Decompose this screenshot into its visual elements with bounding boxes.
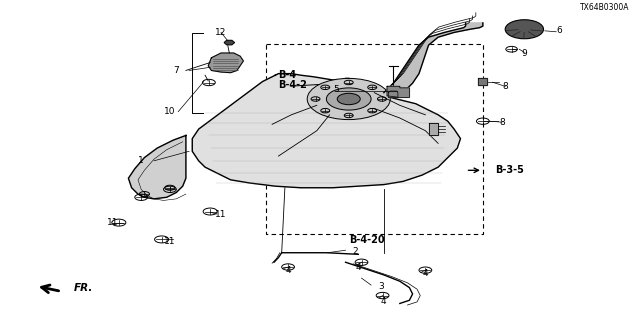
Polygon shape <box>387 86 410 97</box>
Text: 10: 10 <box>164 107 175 116</box>
Text: FR.: FR. <box>74 283 93 292</box>
Text: 1: 1 <box>138 156 144 165</box>
Text: 4: 4 <box>422 269 428 278</box>
Text: 2: 2 <box>352 247 358 256</box>
Text: 4: 4 <box>381 297 387 306</box>
Polygon shape <box>192 74 461 188</box>
Text: 7: 7 <box>173 66 179 75</box>
Polygon shape <box>384 23 483 93</box>
Text: TX64B0300A: TX64B0300A <box>580 3 630 12</box>
Text: 4: 4 <box>285 266 291 275</box>
Text: 8: 8 <box>502 82 508 91</box>
Text: 3: 3 <box>378 282 383 291</box>
Text: B-4: B-4 <box>278 70 296 80</box>
Text: B-4-2: B-4-2 <box>278 80 307 90</box>
Polygon shape <box>388 91 398 97</box>
Polygon shape <box>208 53 243 73</box>
Polygon shape <box>224 40 234 45</box>
Circle shape <box>326 88 371 110</box>
Text: 11: 11 <box>215 210 227 219</box>
Circle shape <box>337 93 360 105</box>
Text: B-4-20: B-4-20 <box>349 235 385 245</box>
Polygon shape <box>429 123 438 135</box>
Text: 11: 11 <box>164 237 175 246</box>
Polygon shape <box>478 78 487 85</box>
Text: 4: 4 <box>355 262 361 271</box>
Text: 5: 5 <box>333 85 339 94</box>
Polygon shape <box>129 135 186 199</box>
Text: 9: 9 <box>522 49 527 58</box>
Circle shape <box>307 78 390 120</box>
Text: 8: 8 <box>499 118 505 127</box>
Text: 12: 12 <box>215 28 227 37</box>
Circle shape <box>505 20 543 39</box>
Text: 6: 6 <box>557 26 563 35</box>
Text: B-3-5: B-3-5 <box>495 165 525 175</box>
Text: 11: 11 <box>107 218 118 227</box>
